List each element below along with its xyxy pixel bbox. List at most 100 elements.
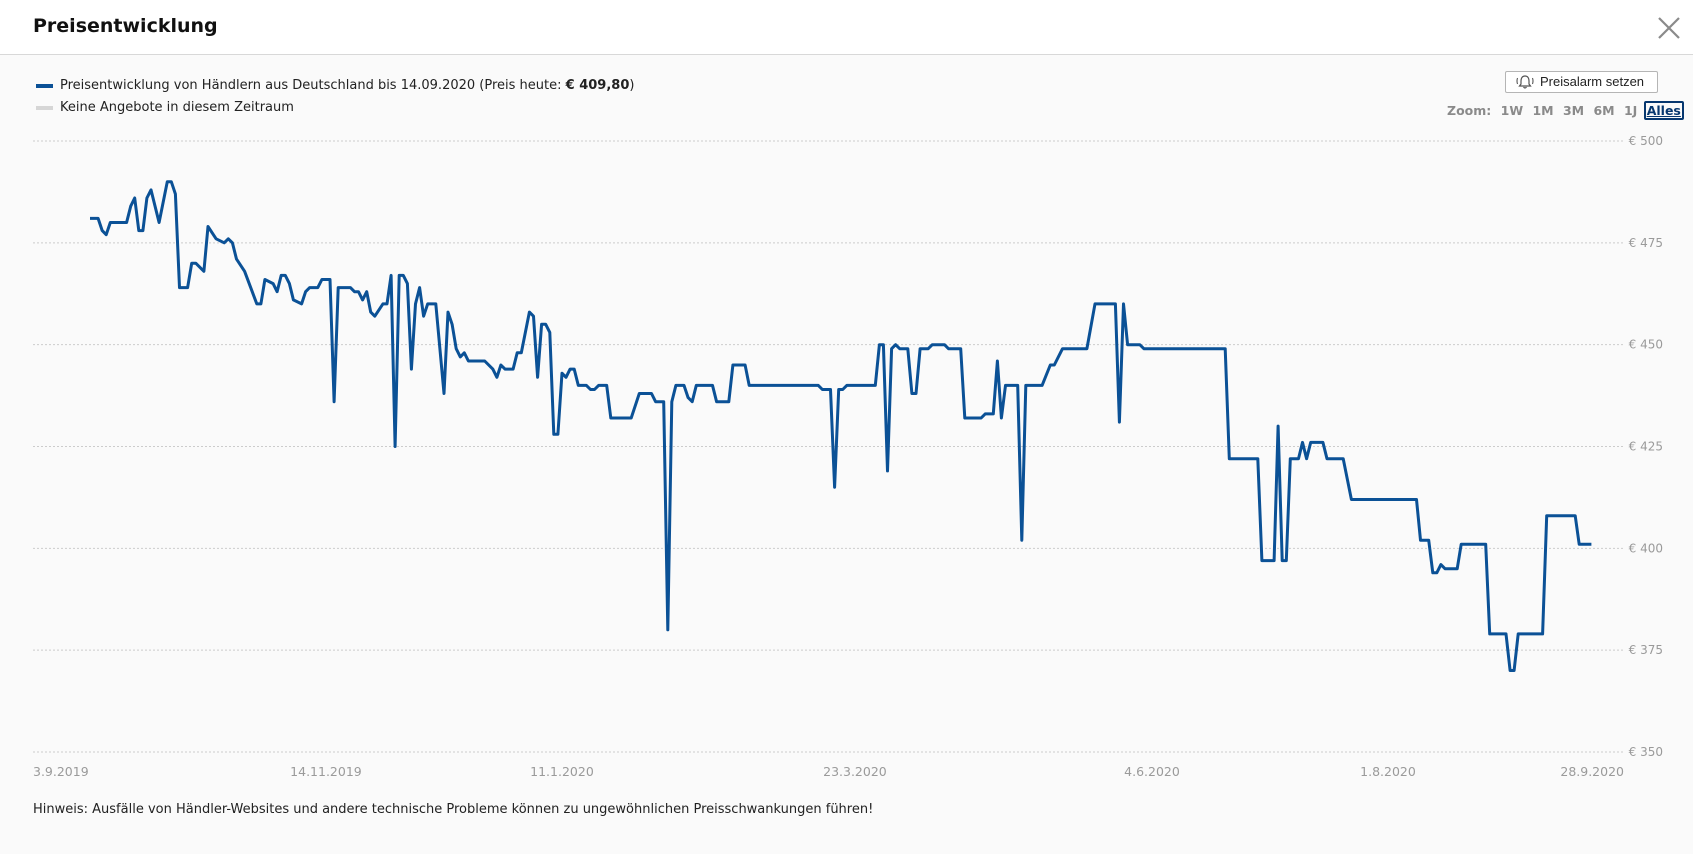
data-point — [284, 274, 286, 276]
data-point — [829, 388, 831, 390]
data-point — [309, 286, 311, 288]
data-point — [1489, 633, 1491, 635]
data-point — [630, 417, 632, 419]
data-point — [671, 401, 673, 403]
close-icon[interactable] — [1652, 11, 1684, 43]
data-point — [1460, 543, 1462, 545]
data-point — [146, 197, 148, 199]
data-point — [243, 270, 245, 272]
data-point — [1086, 348, 1088, 350]
data-point — [532, 315, 534, 317]
data-point — [817, 384, 819, 386]
data-point — [288, 282, 290, 284]
data-point — [1415, 498, 1417, 500]
data-point — [1118, 421, 1120, 423]
data-point — [1350, 498, 1352, 500]
zoom-option-1w[interactable]: 1W — [1500, 103, 1524, 118]
data-point — [549, 331, 551, 333]
data-point — [927, 348, 929, 350]
y-tick-label: € 350 — [1629, 745, 1663, 759]
data-point — [410, 368, 412, 370]
data-point — [1143, 348, 1145, 350]
data-point — [97, 217, 99, 219]
data-point — [370, 311, 372, 313]
data-point — [292, 299, 294, 301]
legend-series-close: ) — [629, 78, 635, 93]
data-point — [443, 392, 445, 394]
data-point — [561, 372, 563, 374]
data-point — [512, 368, 514, 370]
data-point — [418, 286, 420, 288]
data-point — [536, 376, 538, 378]
data-point — [557, 433, 559, 435]
x-tick-label: 1.8.2020 — [1360, 764, 1416, 779]
data-point — [663, 401, 665, 403]
data-point — [406, 282, 408, 284]
data-point — [142, 229, 144, 231]
data-point — [1322, 441, 1324, 443]
data-point — [203, 270, 205, 272]
price-alarm-button[interactable]: Preisalarm setzen — [1505, 71, 1658, 93]
data-point — [1541, 633, 1543, 635]
zoom-option-3m[interactable]: 3M — [1562, 103, 1585, 118]
data-point — [553, 433, 555, 435]
data-point — [231, 242, 233, 244]
data-point — [451, 323, 453, 325]
zoom-option-1m[interactable]: 1M — [1532, 103, 1554, 118]
data-point — [919, 348, 921, 350]
data-point — [134, 197, 136, 199]
data-point — [321, 278, 323, 280]
data-point — [138, 229, 140, 231]
data-point — [748, 384, 750, 386]
data-point — [1578, 543, 1580, 545]
data-point — [304, 291, 306, 293]
price-alarm-label: Preisalarm setzen — [1540, 74, 1645, 89]
data-point — [728, 401, 730, 403]
data-point — [207, 225, 209, 227]
data-point — [1546, 515, 1548, 517]
data-point — [435, 303, 437, 305]
dialog-header: Preisentwicklung — [0, 0, 1693, 55]
data-point — [1301, 441, 1303, 443]
data-point — [333, 401, 335, 403]
zoom-option-alles[interactable]: Alles — [1643, 101, 1684, 120]
data-point — [585, 384, 587, 386]
data-point — [463, 352, 465, 354]
data-point — [947, 348, 949, 350]
data-point — [158, 221, 160, 223]
data-point — [235, 258, 237, 260]
data-point — [317, 286, 319, 288]
data-point — [1049, 364, 1051, 366]
legend-no-offers-text: Keine Angebote in diesem Zeitraum — [60, 100, 294, 115]
data-point — [398, 274, 400, 276]
data-point — [675, 384, 677, 386]
data-point — [695, 384, 697, 386]
data-point — [500, 364, 502, 366]
data-point — [1021, 539, 1023, 541]
data-point — [520, 352, 522, 354]
data-point — [329, 278, 331, 280]
data-point — [915, 392, 917, 394]
legend-current-price: € 409,80 — [565, 78, 630, 93]
data-point — [565, 376, 567, 378]
data-point — [447, 311, 449, 313]
data-point — [1428, 539, 1430, 541]
data-point — [980, 417, 982, 419]
data-point — [1228, 458, 1230, 460]
x-tick-label: 3.9.2019 — [33, 764, 89, 779]
data-point — [1505, 633, 1507, 635]
data-point — [683, 384, 685, 386]
zoom-option-1j[interactable]: 1J — [1623, 103, 1638, 118]
data-point — [593, 388, 595, 390]
data-point — [1041, 384, 1043, 386]
data-point — [911, 392, 913, 394]
data-point — [1574, 515, 1576, 517]
y-tick-label: € 475 — [1629, 236, 1663, 250]
data-point — [894, 344, 896, 346]
data-point — [280, 274, 282, 276]
data-point — [878, 344, 880, 346]
data-point — [1114, 303, 1116, 305]
zoom-option-6m[interactable]: 6M — [1593, 103, 1615, 118]
